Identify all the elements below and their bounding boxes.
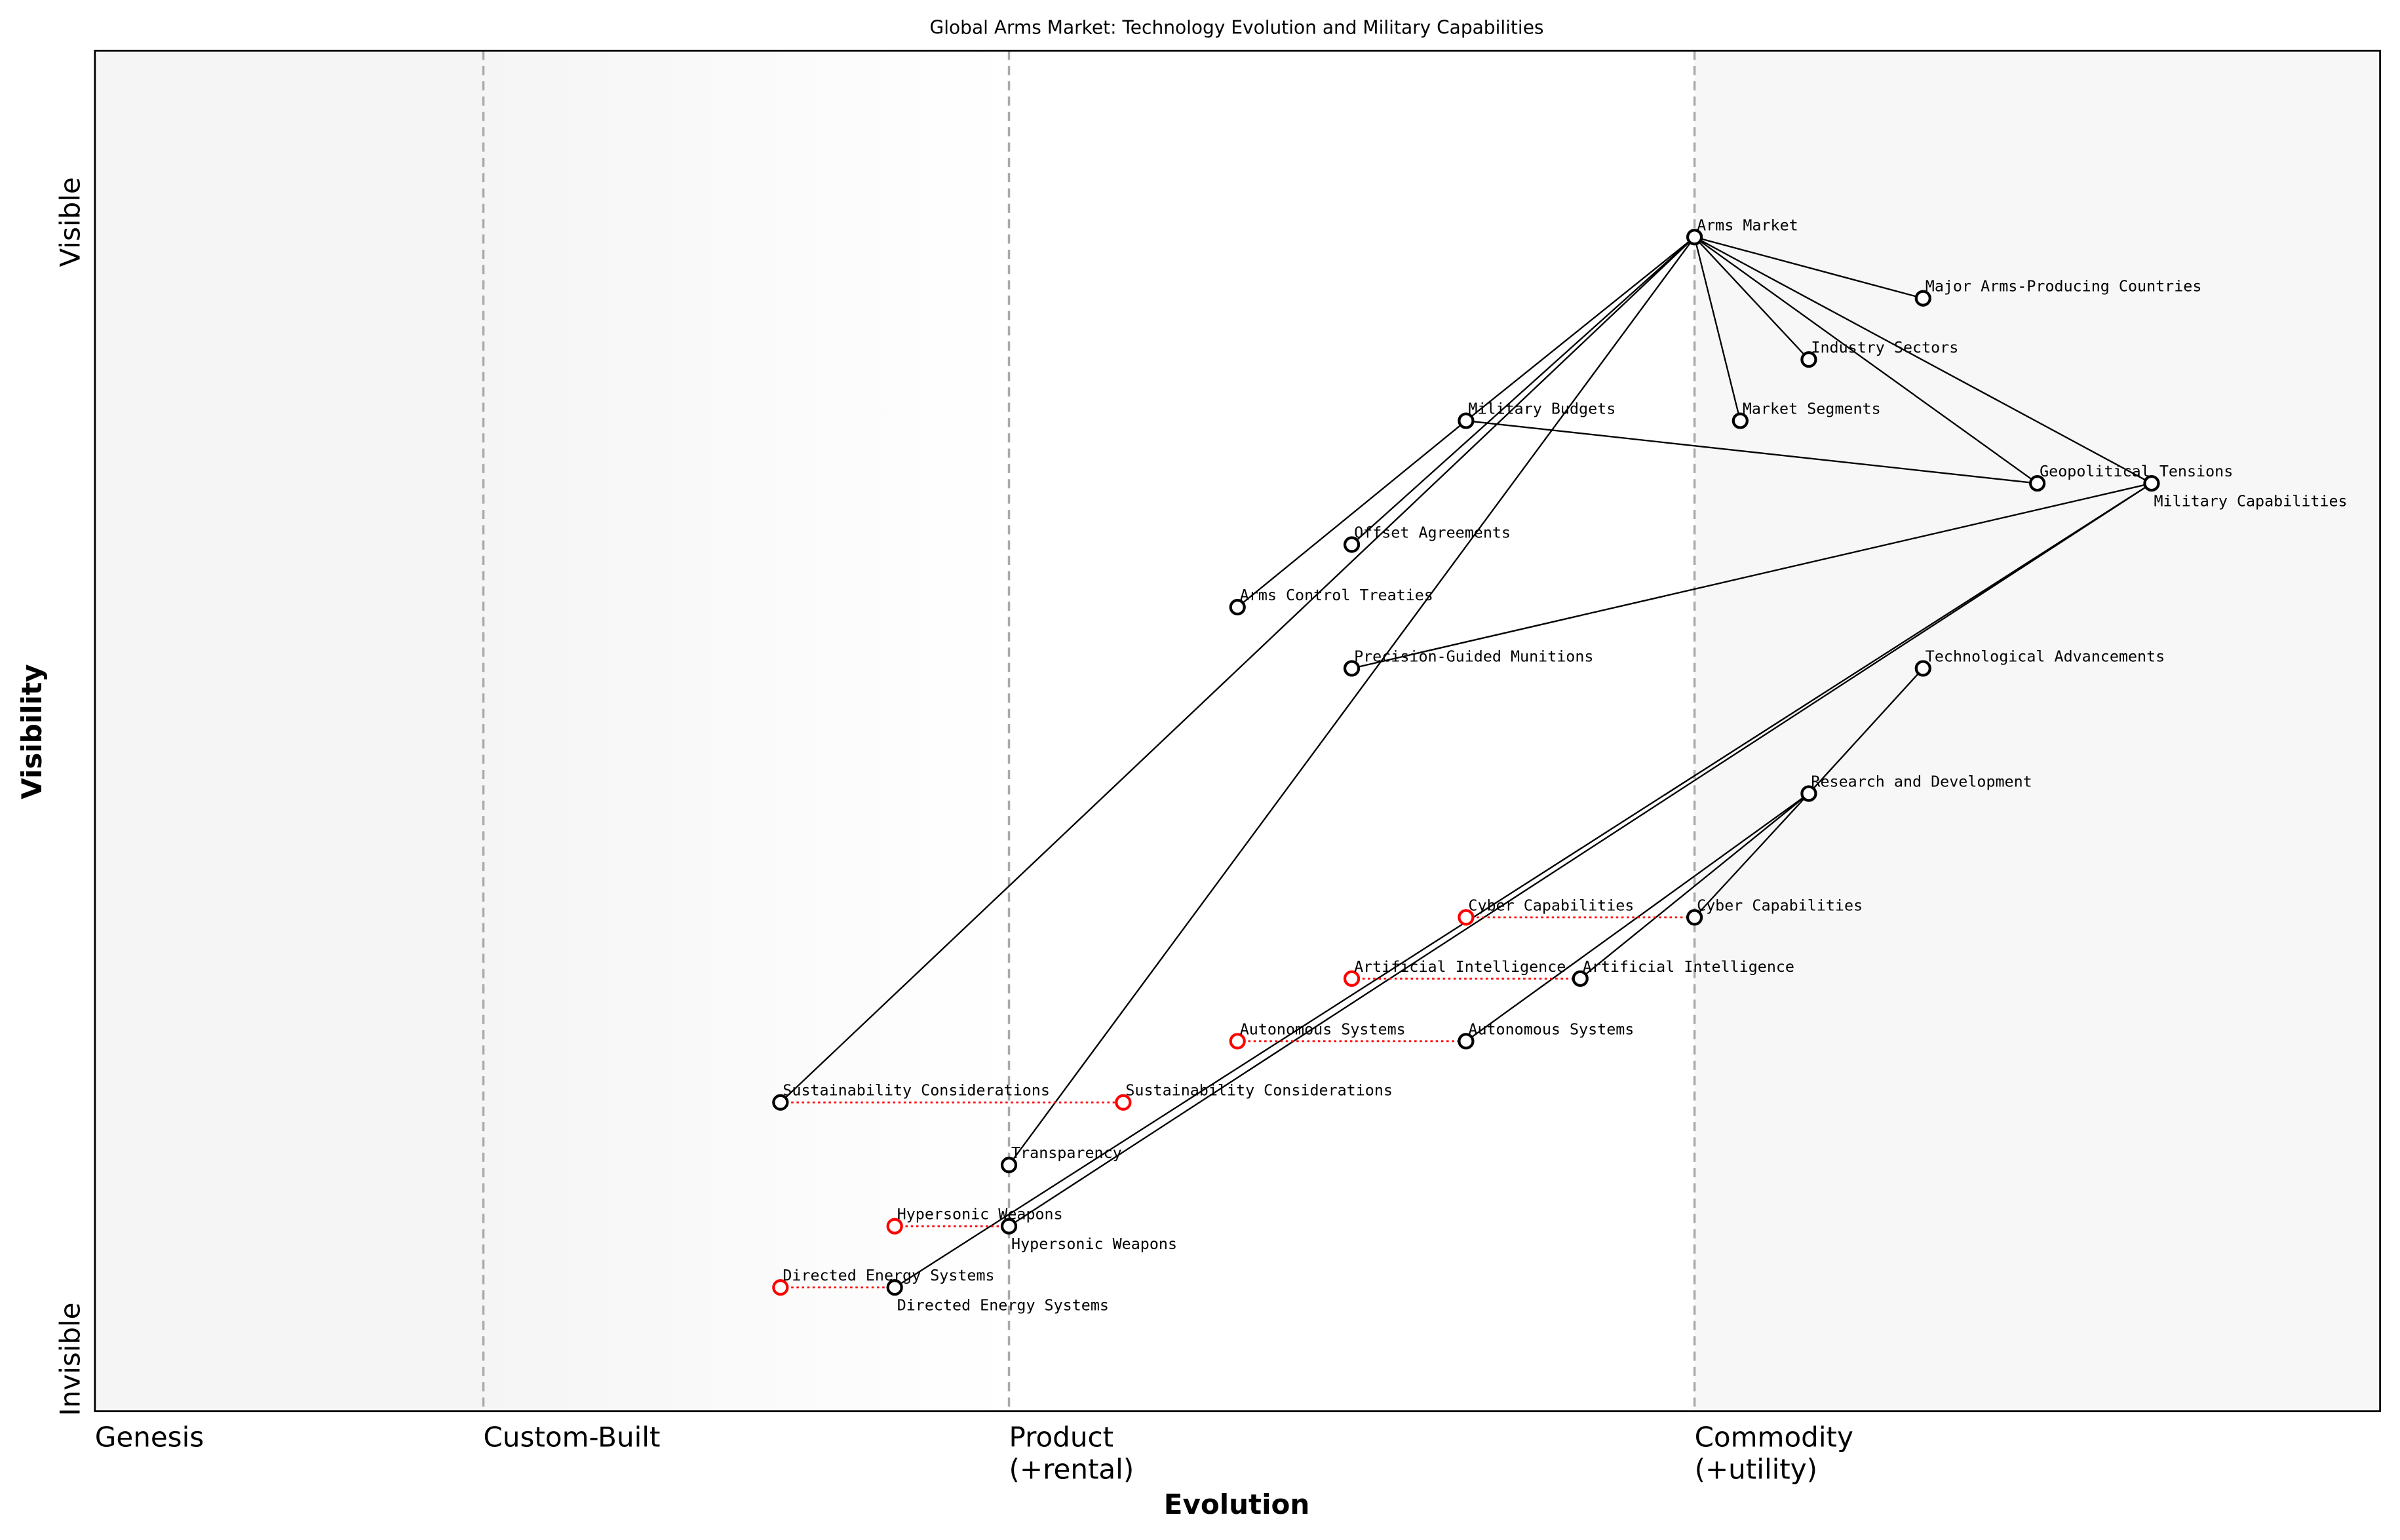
component-label: Industry Sectors [1811,338,1958,356]
component-label: Hypersonic Weapons [897,1205,1063,1223]
component-node[interactable] [886,1279,903,1296]
component-label: Artificial Intelligence [1583,957,1794,976]
component-label: Autonomous Systems [1468,1020,1634,1038]
component-label: Directed Energy Systems [897,1296,1109,1315]
dependency-link [1465,793,1810,1042]
component-label: Research and Development [1811,772,2032,790]
component-node[interactable] [1343,536,1361,553]
dependency-link [1008,482,2152,1227]
dependency-link [1008,237,1695,1166]
component-label: Market Segments [1743,400,1881,418]
dependency-link [1237,420,1467,608]
dependency-link [1694,237,1741,421]
dependency-link [1579,793,1810,980]
component-label: Major Arms-Producing Countries [1926,277,2202,296]
dependency-link [894,482,2152,1288]
stage-label: Product (+rental) [1009,1421,1134,1485]
dependency-link [1694,236,2038,484]
component-node[interactable] [1572,970,1589,987]
y-bottom-label: Invisible [54,1302,86,1415]
band-custom [484,50,1009,1412]
stage-label: Commodity (+utility) [1695,1421,1853,1485]
component-node[interactable] [886,1218,903,1235]
component-node[interactable] [772,1094,789,1111]
y-top-label: Visible [54,177,86,267]
component-node[interactable] [1800,785,1817,802]
component-label: Technological Advancements [1926,647,2165,665]
chart-title: Global Arms Market: Technology Evolution… [930,17,1544,39]
dependency-link [1694,236,1810,360]
stage-label: Genesis [95,1421,204,1453]
component-label: Directed Energy Systems [783,1266,994,1284]
component-node[interactable] [1914,660,1931,677]
component-label: Cyber Capabilities [1468,896,1634,914]
component-label: Sustainability Considerations [1125,1081,1393,1100]
dependency-link [1351,236,1695,545]
dependency-link [1694,236,1924,299]
component-label: Arms Market [1697,216,1798,234]
component-label: Offset Agreements [1354,523,1511,541]
component-node[interactable] [1343,660,1361,677]
component-node[interactable] [1800,351,1817,368]
dependency-link [780,236,1695,1104]
component-label: Hypersonic Weapons [1011,1235,1177,1253]
band-product [1009,50,1695,1412]
component-label: Military Capabilities [2154,492,2347,510]
component-label: Arms Control Treaties [1240,586,1433,604]
component-node[interactable] [772,1279,789,1296]
component-node[interactable] [1914,290,1931,307]
plot-area: Arms Market Major Arms-Producing Countrie… [94,49,2382,1412]
component-node[interactable] [2143,474,2160,492]
x-axis-label: Evolution [1164,1488,1310,1520]
component-label: Cyber Capabilities [1697,896,1863,914]
component-node[interactable] [1229,598,1246,616]
dependency-link [1351,482,2152,670]
component-node[interactable] [1343,970,1361,987]
dependency-link [1694,793,1810,918]
dependency-link [1694,236,2152,484]
component-label: Autonomous Systems [1240,1020,1406,1038]
dependency-link [1465,419,2038,484]
component-label: Military Budgets [1468,400,1616,418]
dependency-link [1808,668,1924,794]
component-node[interactable] [1686,229,1703,246]
component-label: Geopolitical Tensions [2040,462,2233,480]
component-node[interactable] [2029,474,2046,492]
y-axis-label: Visibility [16,664,48,799]
component-node[interactable] [1000,1218,1018,1235]
stage-label: Custom-Built [484,1421,661,1453]
component-label: Precision-Guided Munitions [1354,647,1593,665]
component-node[interactable] [1115,1094,1132,1111]
component-label: Transparency [1011,1144,1122,1162]
component-node[interactable] [1732,412,1749,429]
component-node[interactable] [1229,1033,1246,1050]
band-genesis [94,50,484,1412]
component-node[interactable] [1458,412,1475,429]
component-node[interactable] [1686,909,1703,926]
component-label: Artificial Intelligence [1354,957,1566,976]
component-node[interactable] [1458,1033,1475,1050]
component-node[interactable] [1458,909,1475,926]
component-node[interactable] [1000,1157,1018,1174]
plot-frame [94,49,2382,1412]
component-label: Sustainability Considerations [783,1081,1050,1100]
dependency-link [1465,236,1695,421]
band-commodity [1694,50,2380,1412]
